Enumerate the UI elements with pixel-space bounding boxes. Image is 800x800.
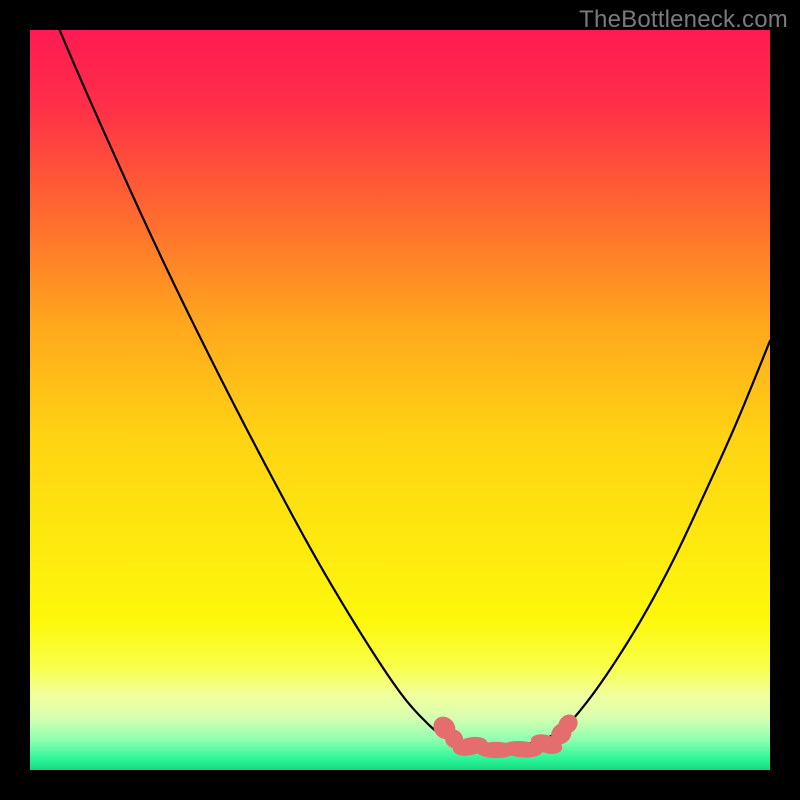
chart-svg xyxy=(0,0,800,800)
watermark-text: TheBottleneck.com xyxy=(579,6,788,34)
chart-plot-area xyxy=(30,30,770,770)
bottleneck-chart: TheBottleneck.com xyxy=(0,0,800,800)
